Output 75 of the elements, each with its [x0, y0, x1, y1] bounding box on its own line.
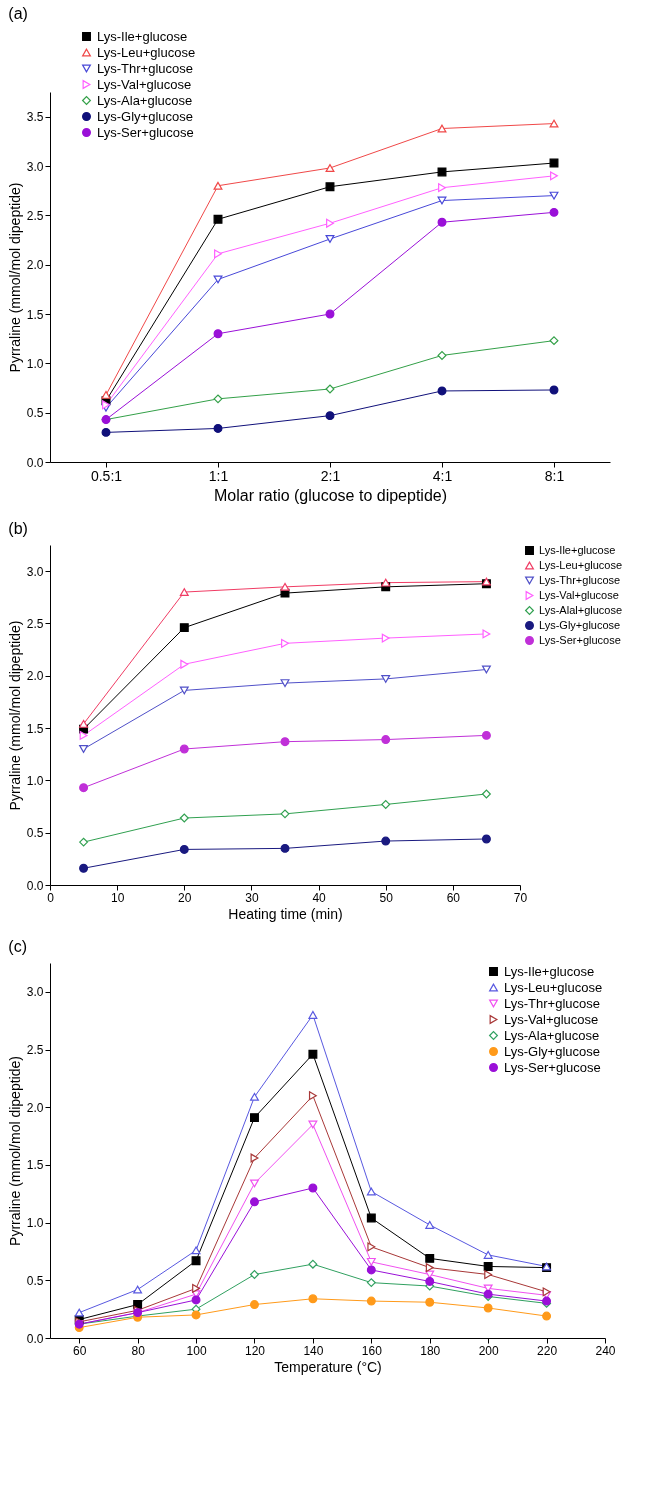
y-tick-label: 2.0	[26, 258, 44, 273]
y-tick-label: 1.5	[26, 721, 44, 736]
x-tick-label: 240	[595, 1343, 616, 1358]
y-axis-title: Pyrraline (mmol/mol dipeptide)	[6, 1056, 23, 1246]
x-tick-label: 0	[47, 890, 55, 905]
x-tick-label: 60	[446, 890, 461, 905]
y-tick-label: 1.0	[26, 356, 44, 371]
legend-label: Lys-Ala+glucose	[97, 92, 193, 108]
y-tick-label: 0.5	[26, 1273, 44, 1288]
y-tick-label: 2.0	[26, 1100, 44, 1115]
legend-label: Lys-Thr+glucose	[97, 60, 193, 76]
y-tick-label: 2.5	[26, 616, 44, 631]
x-tick-label: 40	[312, 890, 327, 905]
x-tick-label: 8:1	[544, 467, 565, 484]
x-tick-label: 120	[244, 1343, 266, 1358]
x-tick-label: 140	[303, 1343, 324, 1358]
legend-label: Lys-Ile+glucose	[97, 28, 188, 44]
x-tick-label: 4:1	[432, 467, 453, 484]
y-tick-label: 2.5	[26, 1043, 44, 1058]
x-tick-label: 50	[379, 890, 394, 905]
legend-label: Lys-Leu+glucose	[504, 979, 603, 995]
legend-label: Lys-Val+glucose	[504, 1011, 599, 1027]
x-tick-label: 0.5:1	[90, 467, 123, 484]
legend-label: Lys-Thr+glucose	[539, 573, 621, 586]
y-tick-label: 0.0	[26, 455, 44, 470]
legend-label: Lys-Leu+glucose	[97, 44, 196, 60]
x-axis-title: Molar ratio (glucose to dipeptide)	[213, 486, 448, 504]
legend-label: Lys-Thr+glucose	[504, 995, 600, 1011]
legend-label: Lys-Ala+glucose	[504, 1027, 600, 1043]
chart-title: (b)	[8, 520, 28, 537]
legend-label: Lys-Ser+glucose	[539, 633, 621, 646]
y-tick-label: 3.0	[26, 985, 44, 1000]
y-tick-label: 0.5	[26, 826, 44, 841]
legend-label: Lys-Val+glucose	[539, 588, 619, 601]
y-tick-label: 0.5	[26, 406, 44, 421]
x-tick-label: 100	[186, 1343, 207, 1358]
x-tick-label: 1:1	[208, 467, 229, 484]
x-tick-label: 10	[110, 890, 125, 905]
legend-label: Lys-Ile+glucose	[504, 963, 595, 979]
x-tick-label: 60	[73, 1343, 87, 1358]
legend-label: Lys-Gly+glucose	[97, 108, 193, 124]
x-tick-label: 2:1	[320, 467, 341, 484]
legend-label: Lys-Val+glucose	[97, 76, 192, 92]
y-tick-label: 0.0	[26, 1331, 44, 1346]
legend-label: Lys-Alal+glucose	[539, 603, 623, 616]
legend-label: Lys-Gly+glucose	[539, 618, 621, 631]
x-tick-label: 20	[178, 890, 192, 905]
y-axis-title: Pyrraline (mmol/mol dipeptide)	[6, 620, 23, 811]
x-tick-label: 30	[245, 890, 259, 905]
y-tick-label: 2.5	[26, 208, 44, 223]
x-tick-label: 70	[513, 890, 528, 905]
x-axis-title: Heating time (min)	[228, 905, 343, 922]
x-tick-label: 220	[537, 1343, 558, 1358]
chart-title: (a)	[8, 5, 28, 22]
x-tick-label: 160	[361, 1343, 383, 1358]
x-tick-label: 80	[131, 1343, 146, 1358]
legend-label: Lys-Ser+glucose	[97, 124, 194, 140]
y-tick-label: 1.5	[26, 307, 44, 322]
y-tick-label: 1.0	[26, 773, 44, 788]
y-tick-label: 2.0	[26, 669, 44, 684]
legend-label: Lys-Leu+glucose	[539, 558, 623, 571]
y-tick-label: 3.0	[26, 564, 44, 579]
y-tick-label: 3.5	[26, 110, 44, 125]
x-tick-label: 180	[420, 1343, 441, 1358]
y-tick-label: 0.0	[26, 878, 44, 893]
legend-label: Lys-Gly+glucose	[504, 1043, 600, 1059]
chart-title: (c)	[8, 938, 27, 955]
legend-label: Lys-Ile+glucose	[539, 543, 616, 556]
y-axis-title: Pyrraline (mmol/mol dipeptide)	[6, 182, 23, 373]
x-axis-title: Temperature (°C)	[274, 1358, 382, 1375]
x-tick-label: 200	[478, 1343, 499, 1358]
y-tick-label: 1.0	[26, 1216, 44, 1231]
y-tick-label: 1.5	[26, 1158, 44, 1173]
legend-label: Lys-Ser+glucose	[504, 1059, 601, 1075]
y-tick-label: 3.0	[26, 159, 44, 174]
